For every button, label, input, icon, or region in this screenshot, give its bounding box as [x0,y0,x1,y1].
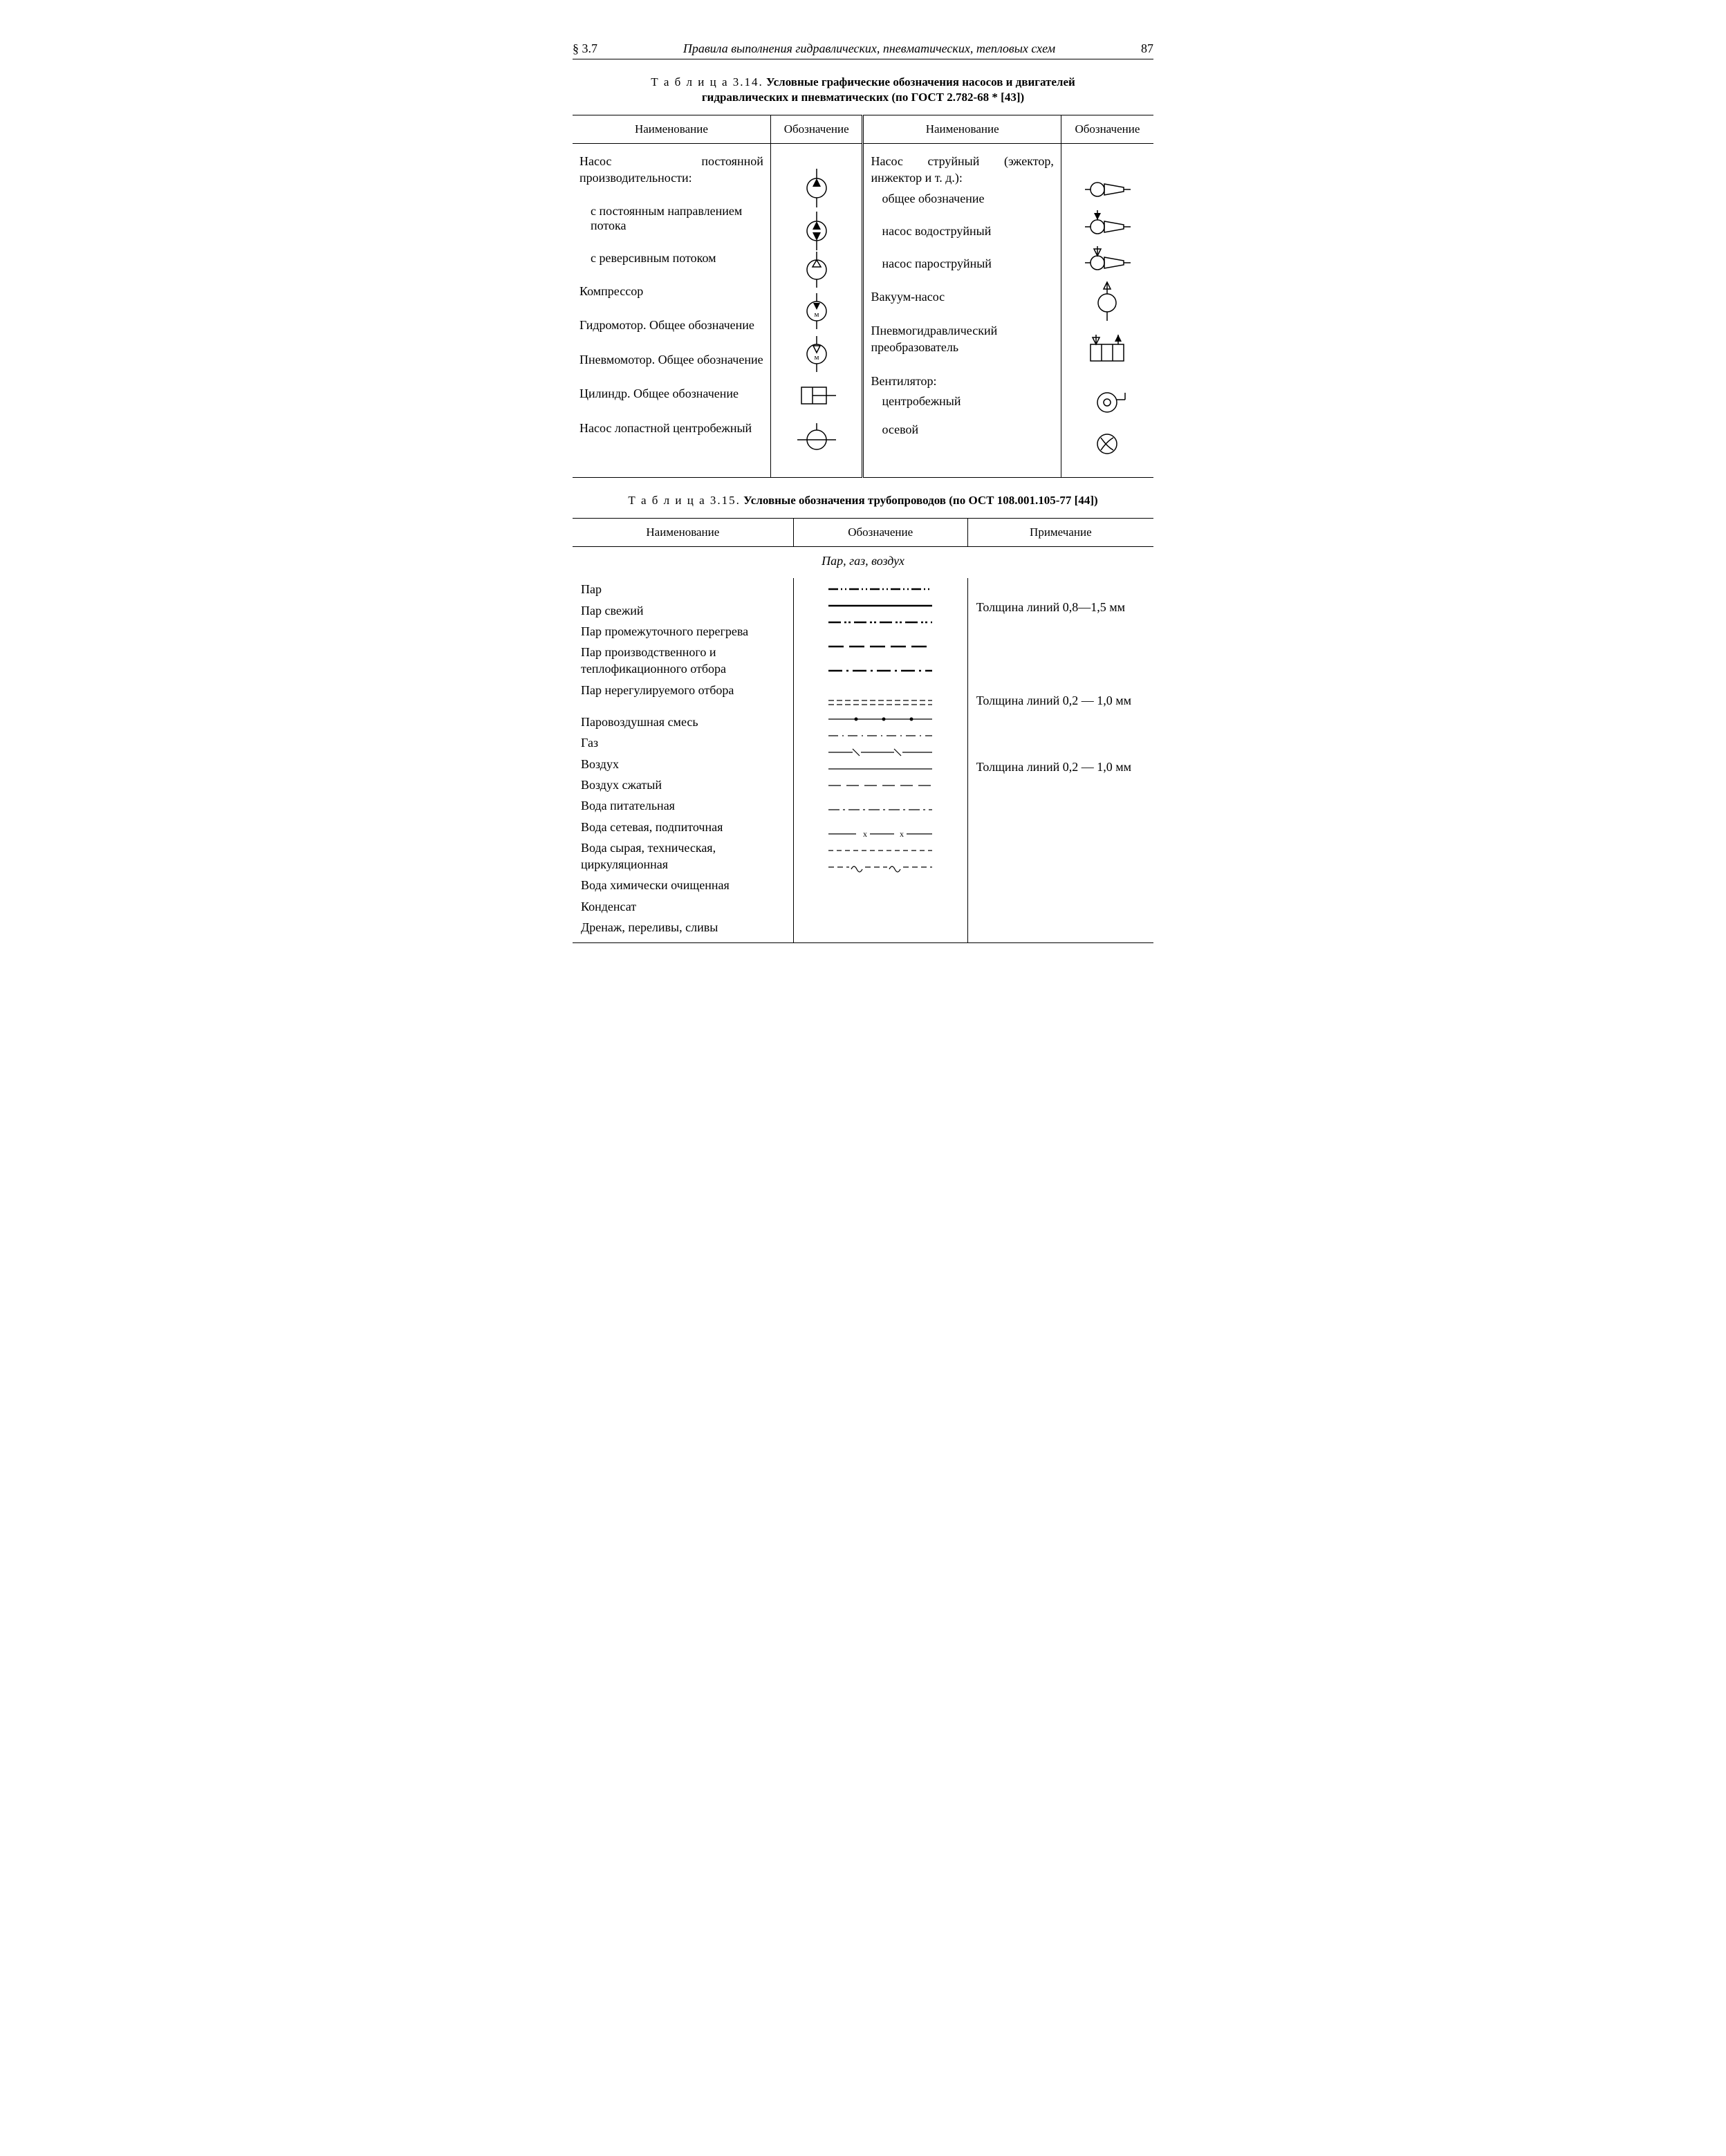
ls8 [802,727,959,744]
t315-names: Пар Пар свежий Пар промежуточного перегр… [573,578,793,943]
table-315: Наименование Обозначение Примечание Пар,… [573,518,1153,943]
r9: Воздух сжатый [581,777,785,793]
t314-r1a: общее обозначение [871,192,1053,206]
t314-l4: Пневмомотор. Общее обозначение [579,352,763,368]
th-name-left: Наименование [573,115,770,144]
t314-l3: Гидромотор. Общее обозначение [579,317,763,333]
ls5 [802,662,959,679]
symbols-right-svg [1079,154,1135,472]
table-315-caption: Т а б л и ц а 3.15. Условные обозначения… [614,493,1112,508]
t314-right-symbols [1061,144,1153,478]
ls10 [802,761,959,777]
r15: Дренаж, переливы, сливы [581,919,785,936]
note-3: Толщина линий 0,2 — 1,0 мм [976,759,1145,775]
running-head: § 3.7 Правила выполнения гидравлических,… [573,41,1153,59]
caption-label: Т а б л и ц а 3.14. [651,75,763,89]
t314-r1b: насос водоструйный [871,224,1053,239]
r1: Пар [581,581,785,597]
r7: Газ [581,734,785,751]
t314-r3: Пневмогидравлический преобразователь [871,323,1053,355]
th-sym: Обозначение [793,519,967,547]
ls9 [802,744,959,761]
r8: Воздух [581,756,785,772]
t314-left-names: Насос постоянной производительности: с п… [573,144,770,478]
t314-l1a: с постоянным направлением потока [579,204,763,233]
t314-l1: Насос постоянной производительности: [579,154,763,186]
page: § 3.7 Правила выполнения гидравлических,… [545,0,1181,998]
th-name-right: Наименование [863,115,1061,144]
r12: Вода сырая, техническая, циркуляционная [581,839,785,873]
r3: Пар промежуточного перегрева [581,623,785,640]
t314-r4b: осевой [871,422,1053,437]
t314-l6: Насос лопастной центробежный [579,420,763,436]
svg-text:x: x [900,829,904,839]
r4: Пар производственного и теплофикационног… [581,644,785,678]
svg-text:x: x [863,829,867,839]
th-name: Наименование [573,519,793,547]
note-1: Толщина линий 0,8—1,5 мм [976,599,1145,615]
ls13: xx [802,826,959,842]
th-sym-right: Обозначение [1061,115,1153,144]
r14: Конденсат [581,898,785,915]
r6: Паровоздушная смесь [581,714,785,730]
caption-text-315: Условные обозначения трубопроводов (по О… [743,494,1097,507]
page-number: 87 [1141,41,1153,56]
ls12 [802,794,959,826]
r10: Вода питательная [581,797,785,814]
svg-text:м: м [814,310,819,319]
ls11 [802,777,959,794]
ls1 [802,581,959,597]
ls4 [802,631,959,662]
table-314-caption: Т а б л и ц а 3.14. Условные графические… [614,75,1112,105]
svg-text:м: м [814,353,819,362]
r5: Пар нерегулируемого отбора [581,682,785,698]
t315-symbols: xx [793,578,967,943]
section-title: Пар, газ, воздух [573,547,1153,579]
ls6 [802,694,959,711]
t314-l2: Компрессор [579,284,763,299]
r11: Вода сетевая, подпиточная [581,819,785,835]
t315-notes: Толщина линий 0,8—1,5 мм Толщина линий 0… [967,578,1153,943]
t314-r1c: насос пароструйный [871,257,1053,271]
t314-r2: Вакуум-насос [871,289,1053,305]
ls7 [802,711,959,727]
ls14 [802,842,959,859]
running-title: Правила выполнения гидравлических, пневм… [597,41,1141,56]
note-2: Толщина линий 0,2 — 1,0 мм [976,692,1145,709]
r13: Вода химически очищенная [581,877,785,893]
ls15 [802,859,959,875]
ls3 [802,614,959,631]
th-note: Примечание [967,519,1153,547]
r2: Пар свежий [581,602,785,619]
th-sym-left: Обозначение [770,115,863,144]
ls2 [802,597,959,614]
symbols-left-svg: м м [796,154,837,472]
t314-left-symbols: м м [770,144,863,478]
t314-l5: Цилиндр. Общее обозначение [579,386,763,402]
t314-l1b: с реверсивным потоком [579,251,763,266]
t314-r1: Насос струйный (эжектор, инжектор и т. д… [871,154,1053,186]
table-314: Наименование Обозначение Наименование Об… [573,115,1153,478]
section-number: § 3.7 [573,41,597,56]
caption-label-315: Т а б л и ц а 3.15. [628,494,741,507]
t314-right-names: Насос струйный (эжектор, инжектор и т. д… [863,144,1061,478]
t314-r4: Вентилятор: [871,373,1053,389]
t314-r4a: центробежный [871,394,1053,409]
